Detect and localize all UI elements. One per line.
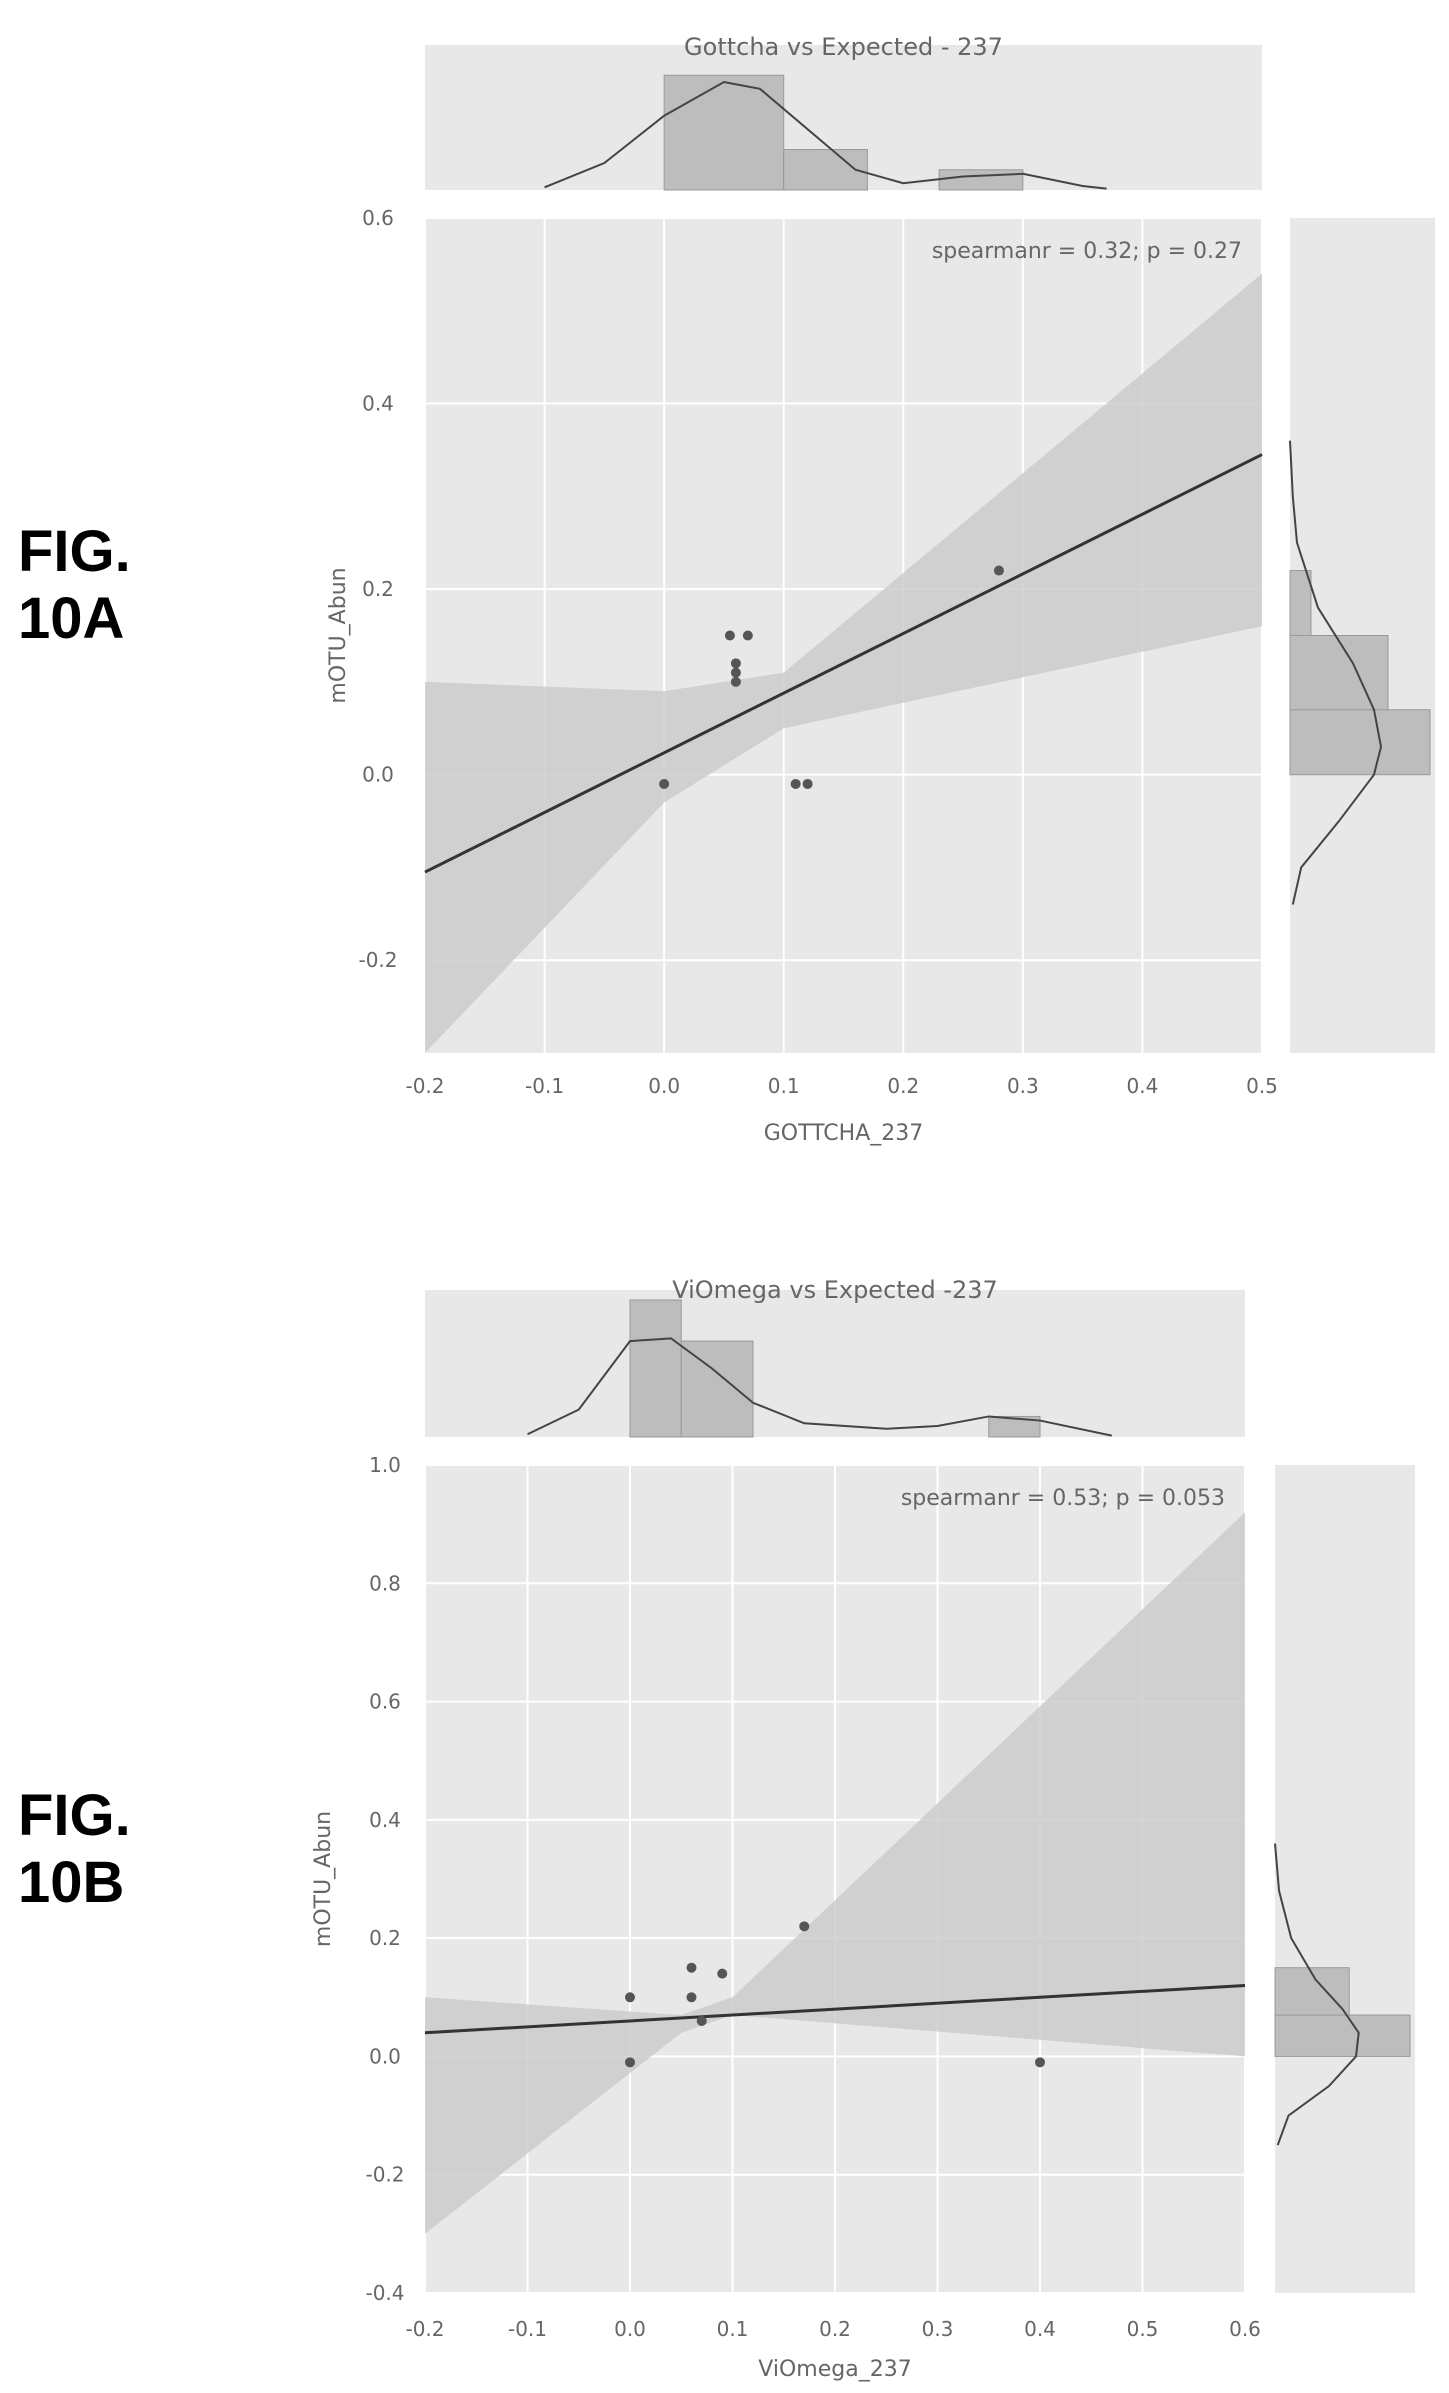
figure-label-10b: FIG. 10B: [18, 1783, 131, 1915]
marginal-x-bar: [938, 169, 1024, 191]
data-point: [696, 2015, 707, 2026]
y-tick-label: 0.0: [369, 2044, 401, 2068]
marginal-x-bar: [680, 1340, 754, 1438]
y-tick-label: 0.6: [362, 206, 394, 230]
x-tick-label: -0.1: [508, 2317, 547, 2341]
data-point: [742, 630, 753, 641]
y-tick-label: 0.2: [369, 1926, 401, 1950]
stats-annotation: spearmanr = 0.53; p = 0.053: [901, 1486, 1225, 1511]
x-tick-label: -0.2: [405, 1074, 444, 1098]
data-point: [993, 565, 1004, 576]
chart-title: Gottcha vs Expected - 237: [684, 33, 1003, 61]
marginal-x-bar: [629, 1299, 682, 1438]
x-axis-label: GOTTCHA_237: [764, 1121, 924, 1146]
y-tick-label: 1.0: [369, 1453, 401, 1477]
data-point: [799, 1921, 810, 1932]
regression-line: [424, 453, 1263, 874]
x-tick-label: 0.2: [887, 1074, 919, 1098]
x-tick-label: 0.2: [819, 2317, 851, 2341]
marginal-y-bar: [1274, 2014, 1411, 2057]
regression-line: [424, 1983, 1246, 2035]
y-tick-label: 0.2: [362, 577, 394, 601]
x-tick-label: 0.0: [648, 1074, 680, 1098]
marginal-y-kde: [1289, 440, 1383, 905]
y-tick-label: 0.4: [362, 392, 394, 416]
y-tick-label: 0.6: [369, 1690, 401, 1714]
marginal-x-bar: [663, 74, 785, 191]
data-point: [730, 658, 741, 669]
y-tick-label: -0.2: [358, 948, 397, 972]
marginal-y-bar: [1289, 709, 1431, 776]
x-tick-label: 0.1: [717, 2317, 749, 2341]
marginal-x-bar: [783, 149, 868, 191]
stats-annotation: spearmanr = 0.32; p = 0.27: [932, 239, 1242, 264]
data-point: [625, 1992, 635, 2003]
confidence-band: [425, 1512, 1245, 2234]
data-point: [659, 778, 670, 789]
joint-plot-10b: spearmanr = 0.53; p = 0.053 -0.2 -0.1 0.0 0.…: [311, 1276, 1415, 2382]
data-point: [802, 778, 813, 789]
data-point: [686, 1962, 697, 1973]
y-axis-label: mOTU_Abun: [311, 1811, 336, 1947]
data-point: [1035, 2057, 1045, 2068]
x-tick-label: 0.6: [1229, 2317, 1261, 2341]
marginal-y-area: [1275, 1465, 1415, 2293]
x-tick-label: 0.4: [1127, 1074, 1159, 1098]
data-point: [717, 1968, 728, 1979]
y-tick-label: -0.2: [365, 2163, 404, 2187]
x-tick-label: -0.2: [405, 2317, 444, 2341]
x-tick-label: 0.3: [922, 2317, 954, 2341]
marginal-x-area: [425, 1290, 1245, 1437]
x-tick-label: 0.0: [614, 2317, 646, 2341]
data-point: [686, 1992, 697, 2003]
data-point: [730, 667, 741, 678]
y-tick-label: -0.4: [365, 2281, 404, 2305]
x-axis-label: ViOmega_237: [758, 2357, 911, 2382]
marginal-y-bar: [1289, 570, 1312, 636]
x-tick-label: -0.1: [525, 1074, 564, 1098]
data-point: [790, 778, 801, 789]
x-tick-label: 0.5: [1246, 1074, 1278, 1098]
x-tick-label: 0.1: [768, 1074, 800, 1098]
joint-plot-10a: spearmanr = 0.32; p = 0.27 -0.2 -0.1 0.0 0.1…: [326, 33, 1435, 1146]
y-tick-label: 0.4: [369, 1808, 401, 1832]
y-tick-label: 0.0: [362, 763, 394, 787]
figure-label-10a: FIG. 10A: [18, 519, 131, 651]
marginal-y-bar: [1289, 635, 1389, 711]
data-point: [730, 676, 741, 687]
data-point: [625, 2057, 635, 2068]
marginal-x-kde: [527, 1337, 1112, 1437]
marginal-x-kde: [544, 80, 1107, 190]
x-tick-label: 0.4: [1024, 2317, 1056, 2341]
x-tick-label: 0.5: [1127, 2317, 1159, 2341]
marginal-x-bar: [988, 1415, 1041, 1438]
chart-title: ViOmega vs Expected -237: [672, 1276, 998, 1304]
marginal-y-kde: [1274, 1843, 1360, 2146]
x-tick-label: 0.3: [1007, 1074, 1039, 1098]
y-tick-label: 0.8: [369, 1571, 401, 1595]
data-point: [724, 630, 735, 641]
y-axis-label: mOTU_Abun: [326, 567, 351, 703]
